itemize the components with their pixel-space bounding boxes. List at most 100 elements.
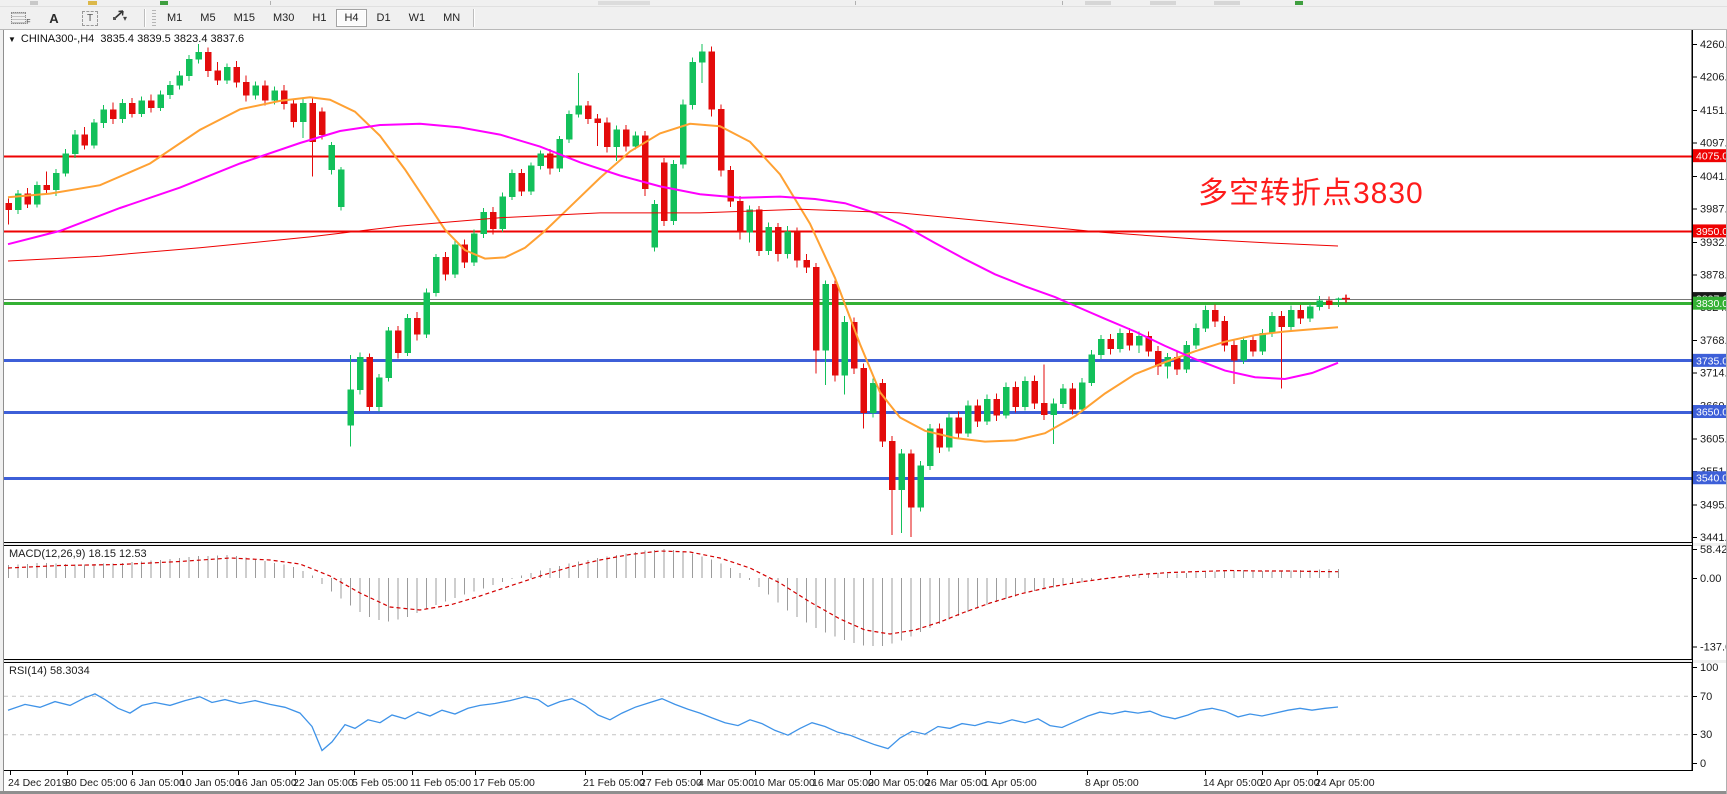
toolbar-sliver-mark <box>598 1 650 5</box>
toolbar-sliver-mark <box>88 1 97 5</box>
time-tick-label: 27 Feb 05:00 <box>640 777 702 789</box>
macd-panel <box>7 548 1339 647</box>
svg-text:4075.0: 4075.0 <box>1696 151 1727 163</box>
time-tick-label: 10 Jan 05:00 <box>180 777 241 789</box>
time-tick-label: 11 Feb 05:00 <box>410 777 471 789</box>
time-tick-label: 1 Apr 05:00 <box>983 777 1037 789</box>
toolbar-sliver-mark <box>1150 1 1176 5</box>
toolbar-sliver-mark <box>1214 1 1240 5</box>
rsi-panel <box>4 693 1692 752</box>
price-tick-label: 3878.0 <box>1700 269 1727 281</box>
chart-title-bar: ▼ CHINA300-,H4 3835.4 3839.5 3823.4 3837… <box>8 33 244 45</box>
time-tick-label: 16 Jan 05:00 <box>236 777 297 789</box>
ma-orange-line <box>7 96 1339 443</box>
price-badge-3950.0[interactable]: 3950.0 <box>1693 224 1727 238</box>
toolbar-grip[interactable] <box>152 10 156 26</box>
indicator-window-icon[interactable]: F <box>6 8 31 28</box>
rsi-axis-label: 0 <box>1700 758 1706 770</box>
time-tick-label: 5 Feb 05:00 <box>352 777 408 789</box>
svg-text:3650.0: 3650.0 <box>1696 407 1727 419</box>
drawing-tools-group: F A T ▾ <box>5 8 140 28</box>
price-tick-label: 3605.0 <box>1700 434 1727 446</box>
time-tick-label: 6 Jan 05:00 <box>130 777 185 789</box>
toolbar-sliver-mark <box>1295 1 1303 5</box>
price-tick-label: 3441.5 <box>1700 532 1727 544</box>
time-tick-label: 21 Feb 05:00 <box>583 777 645 789</box>
macd-signal-line <box>7 550 1339 635</box>
price-tick-label: 3768.5 <box>1700 335 1727 347</box>
horizontal-levels[interactable] <box>4 155 1692 480</box>
timeframe-button-h4[interactable]: H4 <box>336 9 367 27</box>
svg-text:3735.0: 3735.0 <box>1696 355 1727 367</box>
moving-averages <box>7 96 1339 443</box>
candles-layer <box>5 44 1350 538</box>
toolbar-sliver-mark <box>855 1 856 5</box>
chart-annotation-text[interactable]: 多空转折点3830 <box>1198 177 1424 210</box>
toolbar-sliver-mark <box>160 1 168 5</box>
time-tick-label: 22 Jan 05:00 <box>293 777 354 789</box>
toolbar-separator <box>473 9 476 27</box>
toolbar-sliver-mark <box>1085 1 1111 5</box>
window-left-border <box>0 6 4 794</box>
price-badge-3650.0[interactable]: 3650.0 <box>1693 405 1727 419</box>
indicator-axes: 58.42 0.00 -137.09 100 70 30 0 <box>1692 544 1727 770</box>
time-tick-label: 16 Mar 05:00 <box>812 777 874 789</box>
svg-text:3830.0: 3830.0 <box>1696 298 1727 310</box>
timeframe-button-h1[interactable]: H1 <box>312 12 327 24</box>
price-axis[interactable]: 4260.5 4206.5 4151.0 4097.0 4041.5 3987.5 3932… <box>1692 39 1727 544</box>
ma-red-line <box>7 208 1339 262</box>
rsi-line <box>7 693 1339 752</box>
price-badge-3540.0[interactable]: 3540.0 <box>1693 471 1727 485</box>
macd-axis-label: 0.00 <box>1700 573 1721 585</box>
svg-text:3540.0: 3540.0 <box>1696 473 1727 485</box>
time-tick-label: 17 Feb 05:00 <box>473 777 535 789</box>
text-label-icon[interactable]: T <box>78 8 102 28</box>
macd-axis-label: -137.09 <box>1700 642 1727 654</box>
timeframe-button-m1[interactable]: M1 <box>167 12 183 24</box>
time-tick-label: 30 Dec 05:00 <box>65 777 128 789</box>
time-tick-label: 14 Apr 05:00 <box>1203 777 1263 789</box>
timeframe-button-d1[interactable]: D1 <box>376 12 391 24</box>
timeframe-button-m15[interactable]: M15 <box>233 12 255 24</box>
price-badge-3830.0[interactable]: 3830.0 <box>1693 296 1727 311</box>
price-badge-3735.0[interactable]: 3735.0 <box>1693 353 1727 368</box>
price-tick-label: 4206.5 <box>1700 72 1727 84</box>
price-tick-label: 3714.5 <box>1700 368 1727 380</box>
symbol-dropdown-icon[interactable]: ▼ <box>8 34 16 44</box>
price-badge-4075.0[interactable]: 4075.0 <box>1693 149 1727 163</box>
timeframe-button-m30[interactable]: M30 <box>272 12 295 24</box>
time-tick-label: 10 Mar 05:00 <box>753 777 815 789</box>
price-tick-label: 4151.0 <box>1700 105 1727 117</box>
time-tick-label: 20 Apr 05:00 <box>1260 777 1320 789</box>
arrow-tool-icon[interactable]: ▾ <box>112 8 136 28</box>
chart-title: CHINA300-,H4 3835.4 3839.5 3823.4 3837.6 <box>20 33 245 45</box>
price-tick-label: 3932.0 <box>1700 237 1727 249</box>
price-tick-label: 4260.5 <box>1700 39 1727 51</box>
timeframe-button-w1[interactable]: W1 <box>408 12 426 24</box>
toolbar-sliver-mark <box>1062 1 1063 5</box>
time-tick-label: 26 Mar 05:00 <box>925 777 987 789</box>
rsi-axis-label: 100 <box>1700 662 1718 674</box>
text-annotation-icon[interactable]: A <box>49 10 59 26</box>
toolbar-separator <box>144 9 146 27</box>
price-tick-label: 4041.5 <box>1700 171 1727 183</box>
rsi-axis-label: 70 <box>1700 691 1712 703</box>
chart-toolbar: F A T ▾ M1 M5 M15 M30 H1 H4 D1 W1 MN <box>0 7 1727 30</box>
macd-axis-label: 58.42 <box>1700 544 1727 556</box>
time-tick-label: 24 Dec 2019 <box>8 777 68 789</box>
toolbar-sliver-mark <box>30 1 38 5</box>
rsi-axis-label: 30 <box>1700 729 1712 741</box>
window-bottom-border <box>0 791 1727 794</box>
time-tick-label: 4 Mar 05:00 <box>698 777 754 789</box>
svg-text:3950.0: 3950.0 <box>1696 226 1727 238</box>
ma-magenta-line <box>7 122 1339 381</box>
timeframe-button-m5[interactable]: M5 <box>200 12 216 24</box>
price-tick-label: 3987.5 <box>1700 203 1727 215</box>
time-tick-label: 8 Apr 05:00 <box>1085 777 1139 789</box>
rsi-indicator-label: RSI(14) 58.3034 <box>9 665 90 677</box>
price-tick-label: 3495.5 <box>1700 500 1727 512</box>
time-tick-label: 24 Apr 05:00 <box>1315 777 1375 789</box>
timeframe-button-mn[interactable]: MN <box>443 12 461 24</box>
